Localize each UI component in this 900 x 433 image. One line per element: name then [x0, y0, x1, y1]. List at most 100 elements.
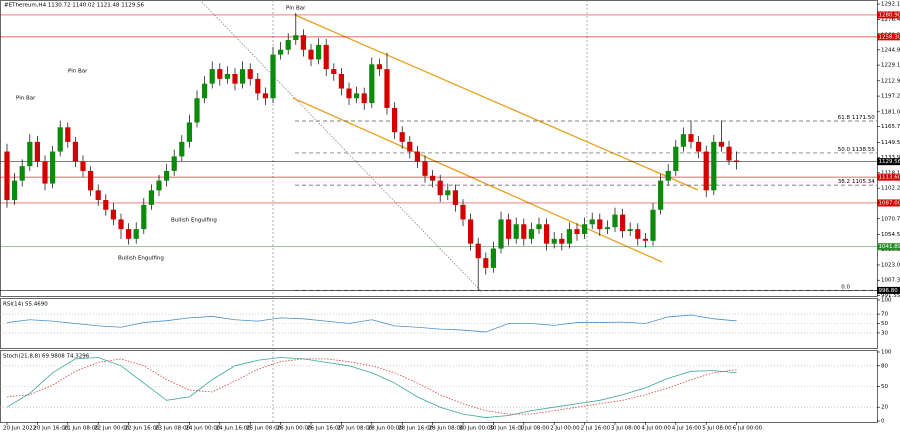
- candle-body: [620, 214, 626, 232]
- candle-body: [445, 190, 451, 196]
- candle-body: [597, 219, 603, 230]
- candle-body: [42, 161, 48, 184]
- x-tick-label: 26 Jun 16:00: [307, 426, 342, 432]
- annotation: Bullish Engulfing: [118, 256, 164, 262]
- x-tick-label: 3 Jul 08:00: [611, 426, 641, 432]
- candle-body: [88, 170, 94, 191]
- price-level-label: 1087.00: [879, 200, 900, 206]
- candle-body: [734, 160, 740, 162]
- candle-body: [612, 214, 618, 228]
- x-tick-label: 4 Jul 16:00: [672, 426, 702, 432]
- candle-body: [498, 219, 504, 249]
- candle-body: [57, 127, 63, 152]
- candle-body: [718, 141, 724, 147]
- price-level-box: [877, 11, 900, 19]
- indicator-title: Stoch(21,8,8) 69.9808 74.3296: [3, 354, 90, 360]
- channel-line: [294, 14, 699, 191]
- candle-body: [574, 229, 580, 234]
- candle-body: [232, 73, 238, 84]
- y-tick-label: 70: [881, 312, 888, 318]
- candle-body: [293, 35, 299, 41]
- candle-body: [490, 248, 496, 268]
- candle-body: [551, 238, 557, 244]
- y-tick-label: 1165.70: [881, 124, 900, 130]
- x-tick-label: 25 Jun 08:00: [246, 426, 281, 432]
- fib-price: 1171.50: [852, 115, 875, 121]
- candle-body: [528, 229, 534, 239]
- candle-body: [141, 204, 147, 230]
- candle-body: [589, 219, 595, 225]
- candle-body: [133, 229, 139, 239]
- candle-body: [430, 175, 436, 181]
- indicator-line: [6, 314, 737, 333]
- y-tick-label: 1133.90: [881, 155, 900, 161]
- price-level-label: 1280.90: [879, 12, 900, 18]
- candle-body: [308, 49, 314, 60]
- annotation: Pin Bar: [286, 6, 306, 12]
- candle-body: [12, 180, 18, 201]
- candle-body: [566, 229, 572, 244]
- x-tick-label: 2 Jul 00:00: [550, 426, 580, 432]
- candle-body: [650, 209, 656, 241]
- candle-body: [209, 69, 215, 84]
- candle-body: [80, 161, 86, 171]
- x-tick-label: 20 Jun 2022: [3, 426, 36, 432]
- candle-body: [148, 190, 154, 205]
- x-tick-label: 30 Jun 16:00: [489, 426, 524, 432]
- candle-body: [110, 209, 116, 220]
- fib-ratio: 0.0: [841, 284, 850, 290]
- x-tick-label: 21 Jun 08:00: [64, 426, 99, 432]
- candle-body: [4, 151, 10, 201]
- x-tick-label: 28 Jun 16:00: [398, 426, 433, 432]
- candle-body: [285, 40, 291, 50]
- price-level-label: 1129.56: [879, 159, 900, 165]
- y-tick-label: 1292.15: [881, 2, 900, 8]
- candle-body: [65, 127, 71, 142]
- candle-body: [316, 44, 322, 60]
- candle-body: [627, 229, 633, 232]
- y-tick-label: 1197.20: [881, 94, 900, 100]
- candle-body: [278, 49, 284, 55]
- x-tick-label: 1 Jul 08:00: [520, 426, 550, 432]
- candle-body: [726, 146, 732, 161]
- y-tick-label: 1212.95: [881, 78, 900, 84]
- candle-body: [422, 161, 428, 176]
- candle-body: [171, 156, 177, 171]
- price-level-box: [877, 243, 900, 251]
- indicator-title: RSI(14) 55.4690: [3, 302, 48, 308]
- channel-line: [292, 97, 663, 263]
- x-tick-label: 29 Jun 08:00: [429, 426, 464, 432]
- candle-body: [604, 227, 610, 230]
- candle-body: [559, 238, 565, 244]
- candle-body: [658, 180, 664, 210]
- candle-body: [711, 141, 717, 191]
- y-tick-label: 1054.50: [881, 232, 900, 238]
- candle-body: [392, 107, 398, 133]
- y-tick-label: 0: [881, 419, 885, 425]
- main-frame: [0, 0, 878, 297]
- fib-ratio: 50.0: [838, 147, 851, 153]
- candle-body: [224, 73, 230, 79]
- x-tick-label: 22 Jun 00:00: [94, 426, 129, 432]
- candle-body: [19, 166, 25, 181]
- candle-body: [247, 69, 253, 79]
- fib-ratio: 61.8: [838, 115, 851, 121]
- candle-body: [642, 238, 648, 241]
- x-tick-label: 30 Jun 00:00: [459, 426, 494, 432]
- x-tick-label: 27 Jun 08:00: [337, 426, 372, 432]
- candle-body: [376, 64, 382, 70]
- candle-body: [27, 141, 33, 167]
- candle-body: [665, 170, 671, 181]
- y-tick-label: 50: [881, 321, 888, 327]
- price-level-box: [877, 158, 900, 166]
- y-tick-label: 1276.40: [881, 17, 900, 23]
- candle-body: [270, 54, 276, 99]
- y-tick-label: 991.55: [881, 293, 900, 299]
- y-tick-label: 100: [881, 350, 892, 356]
- candle-body: [255, 78, 261, 94]
- chart-title: #EThereum,H4 1130.72 1140.02 1121.48 112…: [4, 3, 145, 9]
- fib-ratio: 38.2: [838, 179, 850, 185]
- candle-body: [475, 243, 481, 259]
- price-level-box: [877, 286, 900, 294]
